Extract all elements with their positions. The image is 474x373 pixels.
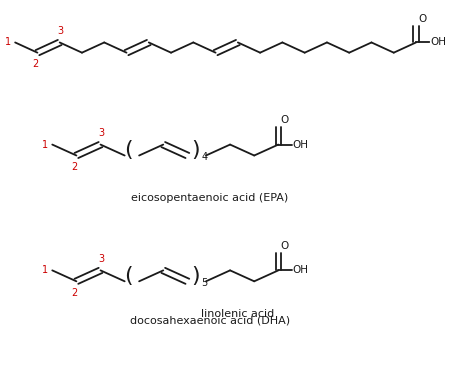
Text: OH: OH: [292, 140, 308, 150]
Text: 1: 1: [43, 140, 48, 150]
Text: O: O: [281, 115, 289, 125]
Text: 3: 3: [99, 254, 105, 264]
Text: linolenic acid: linolenic acid: [201, 308, 274, 319]
Text: 1: 1: [5, 37, 11, 47]
Text: 5: 5: [201, 278, 207, 288]
Text: ): ): [191, 140, 200, 160]
Text: O: O: [419, 14, 427, 24]
Text: 3: 3: [99, 128, 105, 138]
Text: 1: 1: [43, 265, 48, 275]
Text: O: O: [281, 241, 289, 251]
Text: 2: 2: [71, 288, 77, 298]
Text: OH: OH: [292, 265, 308, 275]
Text: (: (: [124, 266, 133, 286]
Text: 3: 3: [57, 26, 64, 36]
Text: 4: 4: [201, 152, 207, 162]
Text: docosahexaenoic acid (DHA): docosahexaenoic acid (DHA): [130, 315, 290, 325]
Text: eicosopentaenoic acid (EPA): eicosopentaenoic acid (EPA): [131, 193, 289, 203]
Text: 2: 2: [71, 162, 77, 172]
Text: ): ): [191, 266, 200, 286]
Text: 2: 2: [32, 59, 38, 69]
Text: OH: OH: [431, 37, 447, 47]
Text: (: (: [124, 140, 133, 160]
